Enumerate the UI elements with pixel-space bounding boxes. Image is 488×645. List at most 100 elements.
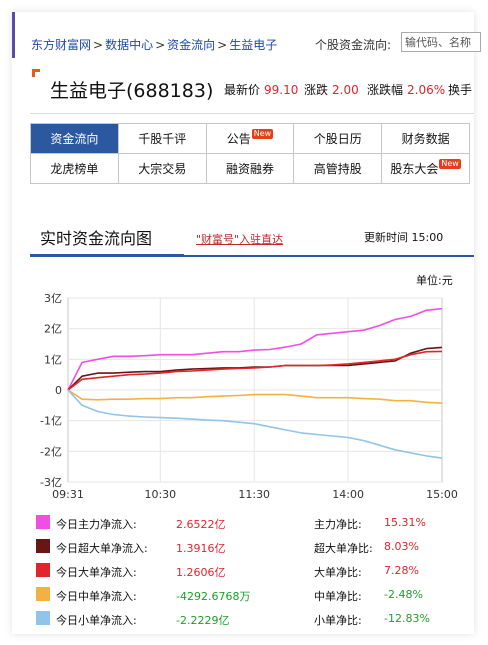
legend-ratio-label: 大单净比: <box>314 566 362 579</box>
section-title: 实时资金流向图 <box>40 229 153 248</box>
legend-series-value: 2.6522亿 <box>176 518 226 531</box>
latest-price-value: 99.10 <box>264 83 299 97</box>
fund-flow-legend: 今日主力净流入: 2.6522亿 主力净比: 15.31% 今日超大单净流入: 1.391… <box>34 510 464 630</box>
tab-label: 个股日历 <box>313 132 362 146</box>
section-underline <box>30 255 474 257</box>
tab-financial-data[interactable]: 财务数据 <box>382 124 470 154</box>
price-change-pct-label: 涨跌幅 <box>367 83 404 97</box>
search-label: 个股资金流向: <box>315 38 392 52</box>
price-change: 涨跌 2.00 <box>304 81 359 98</box>
tab-stock-review[interactable]: 千股千评 <box>118 124 207 154</box>
y-tick-label: -3亿 <box>40 476 62 489</box>
breadcrumb-separator: > <box>155 38 166 52</box>
legend-swatch <box>36 611 50 625</box>
legend-ratio-label: 超大单净比: <box>314 542 373 555</box>
update-time-label: 更新时间 <box>364 231 408 244</box>
unit-label: 单位:元 <box>416 274 453 287</box>
tab-label: 公告 <box>226 132 251 146</box>
legend-swatch <box>36 515 50 529</box>
tab-label: 资金流向 <box>50 132 99 146</box>
breadcrumb-separator: > <box>217 38 228 52</box>
legend-series-value: 1.3916亿 <box>176 542 226 555</box>
y-tick-label: 2亿 <box>44 323 62 336</box>
tab-shareholder-meeting[interactable]: 股东大会 New <box>382 154 470 184</box>
legend-row: 今日超大单净流入: 1.3916亿 超大单净比: 8.03% <box>34 534 464 558</box>
legend-row: 今日中单净流入: -4292.6768万 中单净比: -2.48% <box>34 582 464 606</box>
new-badge: New <box>439 158 461 169</box>
x-tick-label: 09:31 <box>52 488 84 501</box>
legend-row: 今日主力净流入: 2.6522亿 主力净比: 15.31% <box>34 510 464 534</box>
update-time-value: 15:00 <box>411 231 444 244</box>
tab-fund-flow[interactable]: 资金流向 <box>31 124 119 154</box>
tab-margin-trading[interactable]: 融资融券 <box>206 154 295 184</box>
legend-ratio-value: -12.83% <box>384 612 430 625</box>
legend-series-name: 今日大单净流入: <box>56 566 137 579</box>
nav-tabs-row-1: 资金流向 千股千评 公告 New 个股日历 财务数据 <box>31 124 470 154</box>
page-frame: 东方财富网>数据中心>资金流向>生益电子 个股资金流向: 生益电子(688183… <box>12 12 481 634</box>
legend-series-name: 今日超大单净流入: <box>56 542 148 555</box>
price-change-pct-value: 2.06% <box>407 83 446 97</box>
legend-swatch <box>36 539 50 553</box>
legend-series-value: -4292.6768万 <box>176 590 251 603</box>
x-tick-label: 11:30 <box>238 488 270 501</box>
breadcrumb-home-link[interactable]: 东方财富网 <box>31 38 92 52</box>
tab-dragon-tiger-list[interactable]: 龙虎榜单 <box>31 154 119 184</box>
tab-stock-calendar[interactable]: 个股日历 <box>294 124 383 154</box>
legend-swatch <box>36 563 50 577</box>
tab-label: 龙虎榜单 <box>50 162 99 176</box>
stock-title: 生益电子(688183) <box>50 80 214 102</box>
section-underline-accent <box>30 254 184 257</box>
breadcrumb-stock-link[interactable]: 生益电子 <box>229 38 278 52</box>
turnover-label: 换手 <box>448 83 473 97</box>
legend-ratio-label: 主力净比: <box>314 518 362 531</box>
legend-series-name: 今日小单净流入: <box>56 614 137 627</box>
legend-row: 今日小单净流入: -2.2229亿 小单净比: -12.83% <box>34 606 464 630</box>
y-tick-label: -1亿 <box>40 415 62 428</box>
breadcrumb-fund-flow-link[interactable]: 资金流向 <box>167 38 216 52</box>
breadcrumb: 东方财富网 > 数据中心 > 资金流向 > 生益电子 <box>31 36 277 53</box>
tab-label: 财务数据 <box>401 132 450 146</box>
legend-ratio-label: 中单净比: <box>314 590 362 603</box>
series-line <box>67 346 443 391</box>
breadcrumb-data-center-link[interactable]: 数据中心 <box>105 38 154 52</box>
legend-series-value: -2.2229亿 <box>176 614 230 627</box>
price-change-label: 涨跌 <box>304 83 329 97</box>
new-badge: New <box>251 128 274 139</box>
tab-label: 高管持股 <box>313 162 362 176</box>
top-bar: 东方财富网 > 数据中心 > 资金流向 > 生益电子 个股资金流向: <box>12 12 481 58</box>
price-change-pct: 涨跌幅 2.06% <box>367 81 445 98</box>
series-line <box>67 389 443 459</box>
title-corner-mark <box>32 69 40 77</box>
tab-label: 融资融券 <box>225 162 274 176</box>
y-tick-label: -2亿 <box>40 445 62 458</box>
legend-swatch <box>36 587 50 601</box>
legend-ratio-label: 小单净比: <box>314 614 362 627</box>
tab-block-trades[interactable]: 大宗交易 <box>118 154 207 184</box>
series-line <box>67 389 443 404</box>
tab-label: 股东大会 <box>390 162 439 176</box>
y-tick-label: 0 <box>55 384 62 397</box>
update-time: 更新时间 15:00 <box>364 229 443 245</box>
breadcrumb-separator: > <box>93 38 104 52</box>
divider <box>30 113 474 114</box>
legend-series-name: 今日中单净流入: <box>56 590 137 603</box>
x-tick-label: 15:00 <box>426 488 458 501</box>
legend-ratio-value: -2.48% <box>384 588 423 601</box>
legend-ratio-value: 7.28% <box>384 564 419 577</box>
caifuhao-link[interactable]: "财富号"入驻直达 <box>196 233 284 246</box>
x-tick-label: 10:30 <box>144 488 176 501</box>
tab-announcements[interactable]: 公告 New <box>206 124 295 154</box>
stock-search-input[interactable] <box>401 32 481 52</box>
tab-label: 大宗交易 <box>138 162 187 176</box>
series-line <box>67 307 443 391</box>
legend-row: 今日大单净流入: 1.2606亿 大单净比: 7.28% <box>34 558 464 582</box>
y-tick-label: 1亿 <box>44 353 62 366</box>
legend-series-value: 1.2606亿 <box>176 566 226 579</box>
nav-tabs: 资金流向 千股千评 公告 New 个股日历 财务数据 龙虎榜单 大宗交易 融资融券… <box>30 123 470 184</box>
legend-series-name: 今日主力净流入: <box>56 518 137 531</box>
y-tick-label: 3亿 <box>44 292 62 305</box>
x-tick-label: 14:00 <box>332 488 364 501</box>
tab-executive-holdings[interactable]: 高管持股 <box>294 154 383 184</box>
nav-tabs-row-2: 龙虎榜单 大宗交易 融资融券 高管持股 股东大会 New <box>31 154 470 184</box>
